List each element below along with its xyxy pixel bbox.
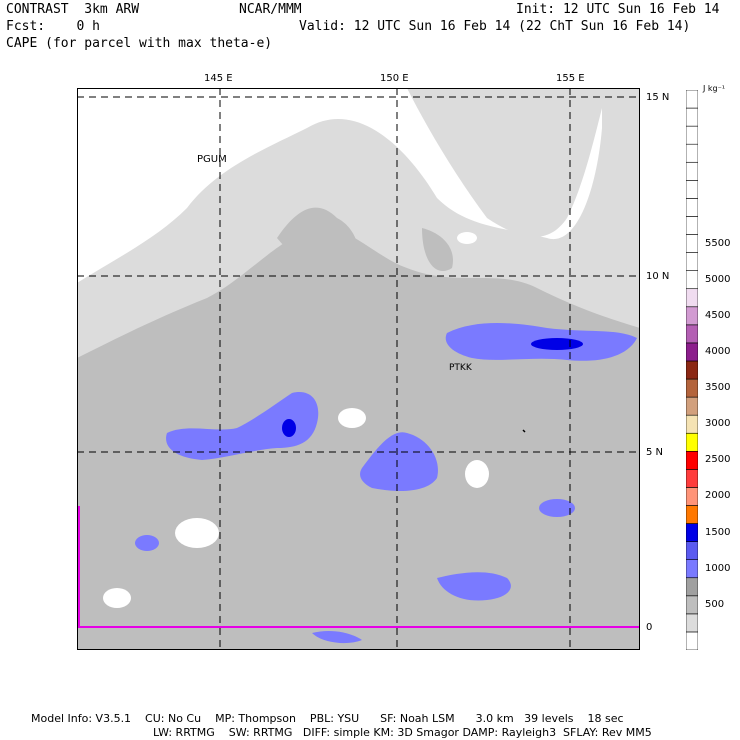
legend-swatch <box>686 198 698 217</box>
station-pgum: PGUM <box>197 154 227 165</box>
legend-label: 5500 <box>705 237 731 249</box>
lon-label-155: 155 E <box>556 73 585 84</box>
cape-medium-gray-north <box>277 207 358 272</box>
lon-label-145: 145 E <box>204 73 233 84</box>
map-grid <box>77 88 640 650</box>
legend-swatch <box>686 342 698 362</box>
white-patch-3 <box>465 460 489 488</box>
cape-blue-patch-sw <box>135 535 159 551</box>
white-patch-2 <box>175 518 219 548</box>
legend-swatch <box>686 432 698 452</box>
legend-swatch <box>686 143 698 163</box>
legend-swatch <box>686 505 698 524</box>
lon-label-150: 150 E <box>380 73 409 84</box>
init-time: Init: 12 UTC Sun 16 Feb 14 <box>516 2 720 17</box>
legend-swatch <box>686 631 698 650</box>
legend-swatch <box>686 559 698 579</box>
organization: NCAR/MMM <box>239 2 302 17</box>
cape-blue-patch-center <box>360 432 438 491</box>
footer-model-info: Model Info: V3.5.1 CU: No Cu MP: Thompso… <box>31 712 624 725</box>
cape-dark-blue-east <box>531 338 583 350</box>
legend-swatch <box>686 252 698 271</box>
valid-time: Valid: 12 UTC Sun 16 Feb 14 (22 ChT Sun … <box>299 19 691 34</box>
legend-swatch <box>686 469 698 488</box>
cape-blue-patch-south <box>437 572 511 601</box>
legend-swatch <box>686 396 698 416</box>
legend-swatch <box>686 360 698 380</box>
legend-swatch <box>686 125 698 145</box>
cape-light-gray-top <box>407 88 602 237</box>
legend-swatch <box>686 414 698 434</box>
legend-swatch <box>686 378 698 398</box>
legend-label: 4500 <box>705 309 731 321</box>
legend-label: 1000 <box>705 562 731 574</box>
cape-dark-blue-west <box>282 419 296 437</box>
white-patch-5 <box>457 232 477 244</box>
lat-label-10n: 10 N <box>646 271 670 282</box>
cape-blue-strip-bottom <box>312 630 362 644</box>
island-mark-2 <box>522 429 526 433</box>
legend-swatch <box>686 107 698 127</box>
lat-label-15n: 15 N <box>646 92 670 103</box>
cape-blue-patch-west <box>166 392 319 460</box>
legend-swatch <box>686 288 698 308</box>
legend-swatch <box>686 523 698 542</box>
legend-swatch <box>686 270 698 290</box>
lat-label-0: 0 <box>646 622 653 633</box>
map-frame <box>77 88 640 650</box>
legend-swatch <box>686 450 698 470</box>
legend-label: 3500 <box>705 382 731 394</box>
cape-blue-patch-se <box>539 499 575 517</box>
model-title: CONTRAST 3km ARW <box>6 2 140 17</box>
legend-swatch <box>686 161 698 181</box>
forecast-hour: Fcst: 0 h <box>6 19 100 34</box>
legend-swatch <box>686 234 698 253</box>
field-name: CAPE (for parcel with max theta-e) <box>6 36 273 51</box>
legend-swatch <box>686 324 698 344</box>
cape-map: PGUM PTKK <box>77 88 640 650</box>
legend-label: 500 <box>705 598 725 610</box>
legend-swatch <box>686 487 698 506</box>
white-patch-1 <box>338 408 366 428</box>
legend-label: 4000 <box>705 345 731 357</box>
legend-swatch <box>686 613 698 633</box>
legend-label: 1500 <box>705 526 731 538</box>
legend-swatch <box>686 577 698 597</box>
legend-swatch <box>686 90 698 109</box>
station-ptkk: PTKK <box>449 363 473 373</box>
lat-label-5n: 5 N <box>646 447 664 458</box>
legend-swatch <box>686 216 698 235</box>
footer-physics-info: LW: RRTMG SW: RRTMG DIFF: simple KM: 3D … <box>153 726 652 739</box>
legend-label: 5000 <box>705 273 731 285</box>
legend-label: 3000 <box>705 418 731 430</box>
legend-swatch <box>686 595 698 615</box>
legend-swatch <box>686 306 698 326</box>
legend-swatch <box>686 541 698 560</box>
legend-units: J kg⁻¹ <box>703 84 726 93</box>
legend-label: 2500 <box>705 454 731 466</box>
legend-swatch <box>686 180 698 199</box>
white-patch-4 <box>103 588 131 608</box>
legend-label: 2000 <box>705 490 731 502</box>
cape-medium-gray-east <box>422 228 453 272</box>
color-legend <box>686 90 698 650</box>
